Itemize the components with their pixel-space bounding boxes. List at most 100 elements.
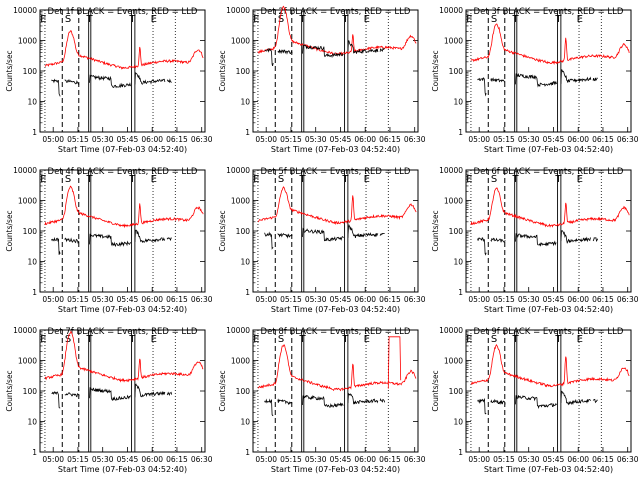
time-marker-label: T <box>554 14 562 25</box>
x-tick-label: 06:30 <box>191 135 213 144</box>
y-tick-label: 10000 <box>439 326 463 335</box>
x-axis-label: Start Time (07-Feb-03 04:52:40) <box>58 145 187 154</box>
x-tick-label: 05:30 <box>92 135 114 144</box>
time-marker-label: T <box>341 334 349 345</box>
time-marker-label: T <box>554 334 562 345</box>
events-series <box>490 77 506 83</box>
events-series <box>134 383 166 398</box>
events-series <box>166 78 172 84</box>
events-series <box>134 72 166 85</box>
x-tick-label: 06:00 <box>567 295 589 304</box>
events-series <box>51 78 61 97</box>
time-marker-label: E <box>151 14 157 25</box>
x-axis-label: Start Time (07-Feb-03 04:52:40) <box>58 305 187 314</box>
events-series <box>379 47 385 52</box>
x-axis-label: Start Time (07-Feb-03 04:52:40) <box>271 145 400 154</box>
events-series <box>134 229 166 244</box>
y-tick-label: 1000 <box>231 357 250 366</box>
x-axis-label: Start Time (07-Feb-03 04:52:40) <box>484 465 613 474</box>
time-marker-label: S <box>278 174 284 185</box>
panel-title: Det 3f BLACK = Events, RED = LLD <box>474 7 624 17</box>
x-tick-label: 06:15 <box>592 295 614 304</box>
time-marker-label: T <box>85 14 93 25</box>
time-marker-label: E <box>151 174 157 185</box>
y-tick-label: 100 <box>236 387 251 396</box>
panel-7: Det 7f BLACK = Events, RED = LLD 1 10 100 10… <box>5 326 213 474</box>
time-marker-label: E <box>40 334 46 345</box>
y-tick-label: 1 <box>32 128 37 137</box>
y-tick-label: 10000 <box>226 6 250 15</box>
time-marker-label: T <box>298 14 306 25</box>
time-marker-label: S <box>278 334 284 345</box>
x-tick-label: 05:45 <box>117 295 139 304</box>
x-tick-label: 06:30 <box>404 295 426 304</box>
time-marker-label: T <box>298 334 306 345</box>
x-tick-label: 05:00 <box>255 135 277 144</box>
events-series <box>64 79 80 85</box>
x-tick-label: 05:15 <box>280 295 302 304</box>
y-tick-label: 1 <box>458 448 463 457</box>
y-tick-label: 1000 <box>444 37 463 46</box>
y-tick-label: 10 <box>240 258 250 267</box>
x-tick-label: 06:30 <box>617 455 639 464</box>
time-marker-label: E <box>364 334 370 345</box>
x-tick-label: 05:45 <box>117 455 139 464</box>
x-tick-label: 05:45 <box>543 295 565 304</box>
time-marker-label: E <box>40 14 46 25</box>
x-tick-label: 05:45 <box>543 135 565 144</box>
time-marker-label: T <box>298 174 306 185</box>
x-axis-label: Start Time (07-Feb-03 04:52:40) <box>484 305 613 314</box>
y-tick-label: 10 <box>240 98 250 107</box>
events-series <box>89 233 131 248</box>
x-tick-label: 05:00 <box>42 295 64 304</box>
x-tick-label: 06:00 <box>354 295 376 304</box>
panel-title: Det 2f BLACK = Events, RED = LLD <box>261 7 411 17</box>
x-tick-label: 06:00 <box>567 455 589 464</box>
time-marker-label: T <box>85 174 93 185</box>
panel-6: Det 6f BLACK = Events, RED = LLD 1 10 100 10… <box>431 166 639 314</box>
x-tick-label: 05:00 <box>468 455 490 464</box>
y-axis-label: Counts/sec <box>5 210 14 251</box>
x-tick-label: 06:00 <box>141 295 163 304</box>
panel-2: Det 2f BLACK = Events, RED = LLD 1 10 100 10… <box>218 5 426 154</box>
y-tick-label: 10000 <box>13 6 37 15</box>
time-marker-label: T <box>511 14 519 25</box>
y-tick-label: 1 <box>32 288 37 297</box>
events-series <box>51 236 61 255</box>
x-tick-label: 05:30 <box>305 455 327 464</box>
events-series <box>64 392 80 398</box>
y-tick-label: 100 <box>23 227 38 236</box>
events-series <box>264 398 274 417</box>
events-series <box>89 387 131 401</box>
x-tick-label: 05:30 <box>518 295 540 304</box>
x-axis-label: Start Time (07-Feb-03 04:52:40) <box>58 465 187 474</box>
y-tick-label: 10 <box>453 98 463 107</box>
events-series <box>477 397 487 415</box>
x-tick-label: 05:00 <box>255 295 277 304</box>
y-tick-label: 1000 <box>18 197 37 206</box>
x-tick-label: 06:30 <box>617 295 639 304</box>
time-marker-label: T <box>341 14 349 25</box>
y-tick-label: 100 <box>23 387 38 396</box>
x-tick-label: 06:15 <box>166 295 188 304</box>
time-marker-label: E <box>577 174 583 185</box>
y-axis-label: Counts/sec <box>431 210 440 251</box>
y-axis-label: Counts/sec <box>431 370 440 411</box>
x-tick-label: 05:15 <box>280 455 302 464</box>
time-marker-label: S <box>491 14 497 25</box>
x-tick-label: 06:15 <box>379 135 401 144</box>
x-tick-label: 05:00 <box>468 295 490 304</box>
y-tick-label: 10000 <box>439 6 463 15</box>
y-axis-label: Counts/sec <box>431 50 440 91</box>
panel-3: Det 3f BLACK = Events, RED = LLD 1 10 100 10… <box>431 6 639 154</box>
y-tick-label: 1000 <box>444 357 463 366</box>
time-marker-label: T <box>85 334 93 345</box>
events-series <box>379 232 385 236</box>
y-tick-label: 1 <box>245 448 250 457</box>
y-tick-label: 100 <box>449 67 464 76</box>
time-marker-label: S <box>65 174 71 185</box>
events-series <box>515 72 557 88</box>
time-marker-label: T <box>341 174 349 185</box>
panel-title: Det 9f BLACK = Events, RED = LLD <box>474 327 624 337</box>
x-tick-label: 06:00 <box>354 135 376 144</box>
